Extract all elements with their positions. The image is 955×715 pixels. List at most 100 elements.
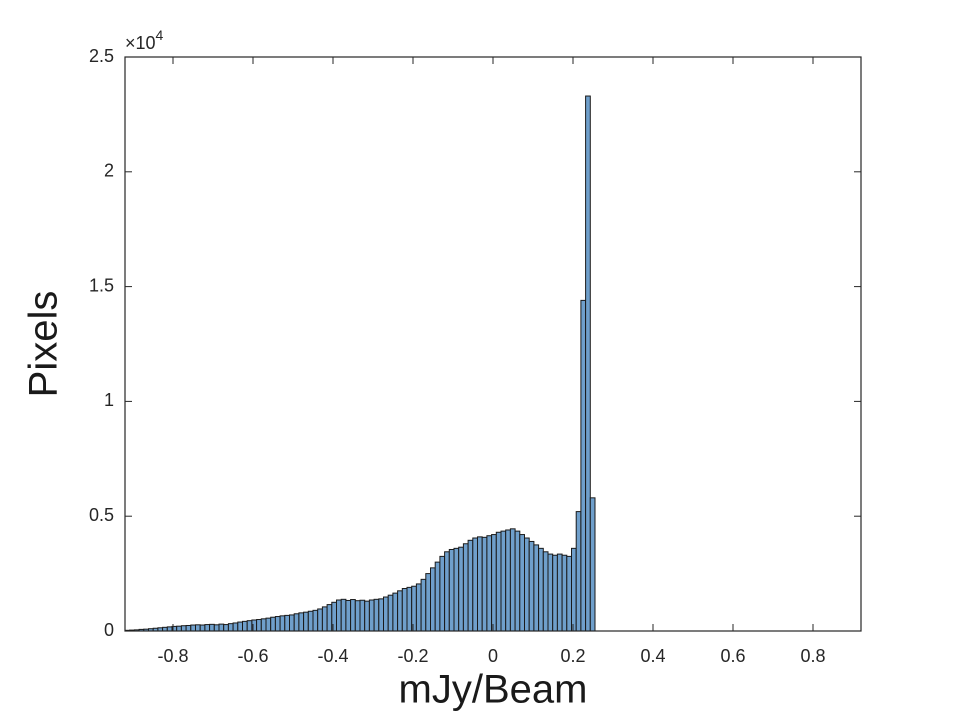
histogram-bar bbox=[279, 615, 286, 632]
x-tick-label: 0.2 bbox=[560, 646, 585, 666]
x-tick-label: 0.8 bbox=[800, 646, 825, 666]
histogram-bar bbox=[528, 540, 535, 632]
histogram-bar bbox=[406, 586, 413, 632]
y-tick-label: 2 bbox=[104, 161, 114, 181]
histogram-bar bbox=[185, 624, 192, 632]
histogram-bar bbox=[354, 600, 361, 632]
x-axis-label: mJy/Beam bbox=[399, 668, 588, 712]
histogram-bar bbox=[491, 534, 497, 632]
histogram-bar bbox=[481, 536, 488, 632]
histogram-bar bbox=[509, 528, 516, 632]
histogram-bar bbox=[350, 599, 356, 632]
histogram-bar bbox=[166, 626, 173, 632]
histogram-bar bbox=[439, 555, 446, 632]
histogram-bar bbox=[176, 625, 182, 632]
y-tick-label: 0 bbox=[104, 620, 114, 640]
histogram-bar bbox=[571, 547, 577, 632]
histogram-bar bbox=[326, 604, 333, 632]
histogram-bar bbox=[500, 530, 507, 632]
histogram-bar bbox=[542, 551, 549, 632]
histogram-bar bbox=[425, 573, 431, 632]
histogram-bar bbox=[227, 623, 234, 632]
histogram-bar bbox=[448, 548, 455, 632]
x-tick-label: 0.4 bbox=[640, 646, 665, 666]
x-tick-label: 0 bbox=[488, 646, 498, 666]
histogram-bar bbox=[307, 610, 314, 632]
histogram-bar bbox=[472, 537, 478, 632]
histogram-bar bbox=[401, 588, 408, 632]
histogram-bar bbox=[514, 530, 521, 632]
histogram-bar bbox=[293, 613, 300, 632]
histogram-bar bbox=[312, 609, 319, 632]
y-multiplier-exponent: 4 bbox=[156, 27, 164, 43]
histogram-bar bbox=[359, 599, 366, 632]
histogram-bar bbox=[317, 608, 323, 632]
histogram-bar bbox=[444, 551, 450, 632]
histogram-bar bbox=[430, 567, 436, 632]
histogram-bar bbox=[256, 619, 262, 632]
histogram-bar bbox=[415, 583, 422, 632]
histogram-bar bbox=[364, 600, 370, 632]
histogram-bar bbox=[274, 616, 281, 632]
histogram-bar bbox=[519, 534, 525, 632]
histogram-bar bbox=[190, 624, 197, 632]
histogram-bar bbox=[223, 624, 229, 632]
histogram-bar bbox=[486, 535, 493, 632]
histogram-bar bbox=[321, 606, 328, 632]
histogram-bar bbox=[458, 546, 464, 632]
histogram-bar bbox=[505, 529, 511, 632]
histogram-bar bbox=[373, 598, 380, 632]
histogram-bar bbox=[336, 599, 342, 632]
histogram-bar bbox=[387, 594, 394, 632]
histogram-bar bbox=[242, 620, 248, 632]
x-tick-label: -0.6 bbox=[237, 646, 268, 666]
histogram-bar bbox=[345, 599, 352, 632]
histogram-bar bbox=[538, 547, 544, 632]
histogram-bar bbox=[392, 592, 399, 632]
histogram-bar bbox=[397, 590, 403, 632]
x-tick-label: 0.6 bbox=[720, 646, 745, 666]
histogram-bar bbox=[246, 620, 253, 632]
histogram-bar bbox=[585, 95, 591, 632]
x-tick-label: -0.8 bbox=[157, 646, 188, 666]
y-tick-label: 1.5 bbox=[89, 275, 114, 295]
y-tick-label: 1 bbox=[104, 390, 114, 410]
histogram-bar bbox=[580, 299, 587, 632]
histogram-bar bbox=[340, 598, 347, 632]
histogram-bar bbox=[566, 555, 572, 632]
histogram-bar bbox=[589, 497, 596, 632]
histogram-bar bbox=[378, 598, 384, 632]
histogram-bar bbox=[237, 621, 244, 632]
histogram-bar bbox=[284, 614, 290, 632]
histogram-bar bbox=[289, 614, 295, 632]
histogram-bar bbox=[368, 599, 375, 632]
y-multiplier: ×104 bbox=[125, 27, 164, 53]
histogram-bar bbox=[260, 618, 267, 632]
histogram-bar bbox=[462, 543, 469, 632]
histogram-bar bbox=[547, 553, 554, 632]
histogram-bar bbox=[533, 544, 540, 632]
histogram-bar bbox=[575, 511, 582, 632]
histogram-bar bbox=[213, 624, 220, 632]
histogram-bar bbox=[467, 539, 474, 632]
y-tick-label: 2.5 bbox=[89, 46, 114, 66]
histogram-bar bbox=[209, 623, 215, 632]
histogram-bar bbox=[180, 625, 187, 632]
histogram-bar bbox=[298, 612, 305, 632]
y-axis-label: Pixels bbox=[22, 291, 66, 398]
histogram-bar bbox=[204, 624, 211, 632]
histogram-bar bbox=[420, 578, 427, 632]
y-tick-label: 0.5 bbox=[89, 505, 114, 525]
histogram-bar bbox=[218, 623, 225, 632]
histogram-bar bbox=[232, 622, 239, 632]
histogram-bar bbox=[411, 585, 417, 632]
histogram-bar bbox=[561, 554, 568, 632]
x-tick-label: -0.4 bbox=[317, 646, 348, 666]
histogram-bar bbox=[195, 624, 201, 632]
y-multiplier-base: ×10 bbox=[125, 33, 156, 53]
histogram-bar bbox=[265, 617, 272, 632]
histogram-bar bbox=[383, 596, 389, 632]
histogram-bar bbox=[556, 553, 563, 632]
histogram-bar bbox=[477, 536, 483, 632]
